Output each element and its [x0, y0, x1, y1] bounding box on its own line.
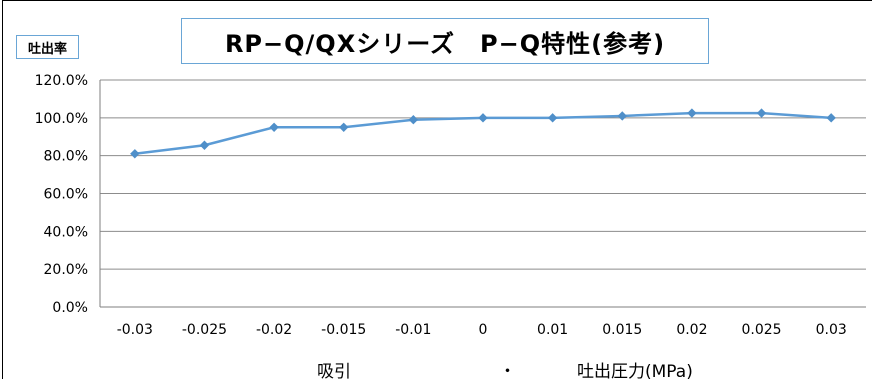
data-point [130, 149, 140, 159]
y-tick-label: 100.0% [35, 111, 88, 127]
x-axis-label-discharge-pressure: 吐出圧力(MPa) [577, 362, 693, 382]
data-point [826, 113, 836, 123]
x-tick-label: 0.015 [602, 322, 642, 338]
image-frame-top [2, 0, 872, 1]
y-tick-label: 40.0% [44, 224, 88, 240]
data-point [617, 111, 627, 121]
image-frame-left [2, 0, 3, 379]
x-axis-label-separator: ・ [499, 362, 516, 382]
x-tick-label: -0.025 [182, 322, 227, 338]
data-point [687, 108, 697, 118]
data-point [756, 108, 767, 118]
y-axis-label: 吐出率 [16, 35, 79, 59]
y-tick-label: 0.0% [52, 300, 88, 316]
data-point [199, 140, 210, 150]
x-axis-label-suction: 吸引 [317, 362, 351, 382]
y-tick-label: 120.0% [35, 73, 88, 89]
data-point [269, 122, 279, 132]
x-tick-label: -0.03 [117, 322, 153, 338]
data-point [547, 113, 558, 123]
x-tick-label: 0.025 [741, 322, 781, 338]
data-point [339, 122, 349, 132]
x-tick-label: 0.02 [676, 322, 707, 338]
y-tick-label: 80.0% [44, 149, 88, 165]
x-tick-label: -0.02 [256, 322, 292, 338]
y-tick-label: 20.0% [44, 262, 88, 278]
x-tick-label: -0.01 [395, 322, 431, 338]
x-tick-label: 0 [479, 322, 488, 338]
y-tick-label: 60.0% [44, 187, 88, 203]
x-tick-label: 0.03 [816, 322, 847, 338]
chart-title: RP−Q/QXシリーズ P−Q特性(参考) [181, 18, 709, 64]
data-point [478, 113, 488, 123]
x-tick-label: -0.015 [321, 322, 366, 338]
data-point [408, 115, 419, 125]
x-tick-label: 0.01 [537, 322, 568, 338]
